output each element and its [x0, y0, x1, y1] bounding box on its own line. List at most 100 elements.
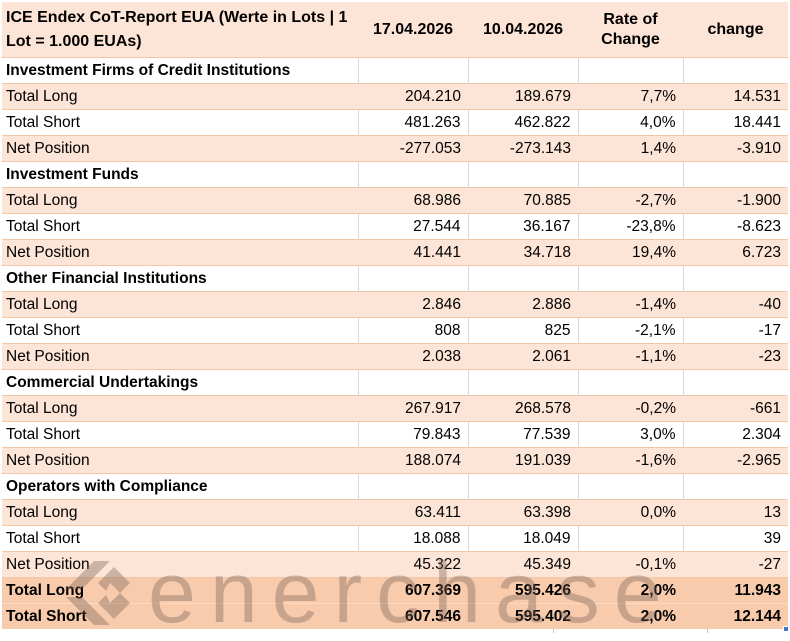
cell-current: 607.546	[358, 603, 468, 629]
cell-previous: 2.061	[468, 343, 578, 370]
cell-rate-of-change: -2,7%	[578, 187, 683, 214]
cell-label: Operators with Compliance	[2, 473, 358, 500]
cell-previous	[467, 265, 578, 292]
cell-change: -1.900	[683, 187, 788, 214]
cell-previous: 189.679	[468, 83, 578, 110]
cell-change: -17	[682, 317, 788, 344]
cell-current: 18.088	[357, 525, 468, 552]
cell-rate-of-change: -1,6%	[578, 447, 683, 474]
cell-previous	[467, 57, 578, 84]
section-header-row: Operators with Compliance	[2, 473, 788, 500]
cell-current	[357, 161, 468, 188]
cell-rate-of-change: -1,1%	[578, 343, 683, 370]
cell-rate-of-change: -1,4%	[578, 291, 683, 318]
next-row-strip	[2, 629, 788, 633]
cell-current	[357, 265, 468, 292]
cell-rate-of-change: 1,4%	[578, 135, 683, 162]
cell-label: Net Position	[2, 135, 358, 162]
cell-change: -27	[683, 551, 788, 578]
cell-previous: 36.167	[467, 213, 578, 240]
cell-label: Total Short	[2, 525, 358, 552]
cot-report-table: ICE Endex CoT-Report EUA (Werte in Lots …	[2, 2, 788, 629]
cell-change	[682, 473, 788, 500]
col-header-date-current: 17.04.2026	[358, 2, 468, 58]
cell-label: Total Long	[2, 395, 358, 422]
data-row: Total Long 63.411 63.398 0,0% 13	[2, 499, 788, 526]
cell-rate-of-change: 3,0%	[577, 421, 683, 448]
cell-current	[357, 57, 468, 84]
cell-rate-of-change: -23,8%	[577, 213, 683, 240]
totals-row: Total Short 607.546 595.402 2,0% 12.144	[2, 603, 788, 629]
cell-current	[357, 473, 468, 500]
col-header-rate-of-change: Rate of Change	[578, 2, 683, 58]
data-row: Net Position 41.441 34.718 19,4% 6.723	[2, 239, 788, 266]
cell-previous	[467, 473, 578, 500]
fill-handle[interactable]	[783, 626, 789, 632]
cell-rate-of-change: 4,0%	[577, 109, 683, 136]
gridline-tick	[553, 629, 554, 633]
cell-previous: 595.402	[468, 603, 578, 629]
cell-label: Investment Firms of Credit Institutions	[2, 57, 358, 84]
cell-current: 2.038	[358, 343, 468, 370]
cell-change: 18.441	[682, 109, 788, 136]
cell-previous: 70.885	[468, 187, 578, 214]
section-header-row: Investment Funds	[2, 161, 788, 188]
data-row: Total Long 68.986 70.885 -2,7% -1.900	[2, 187, 788, 214]
cell-change: -8.623	[682, 213, 788, 240]
cell-label: Net Position	[2, 551, 358, 578]
cell-current: -277.053	[358, 135, 468, 162]
cell-label: Total Long	[2, 187, 358, 214]
data-row: Total Short 27.544 36.167 -23,8% -8.623	[2, 213, 788, 240]
data-row: Net Position 2.038 2.061 -1,1% -23	[2, 343, 788, 370]
cell-label: Total Long	[2, 291, 358, 318]
cell-rate-of-change: -0,1%	[578, 551, 683, 578]
cell-change	[682, 161, 788, 188]
cell-change: 13	[683, 499, 788, 526]
cell-rate-of-change	[577, 265, 683, 292]
cell-rate-of-change: 0,0%	[578, 499, 683, 526]
cell-previous: 77.539	[467, 421, 578, 448]
cell-change: -661	[683, 395, 788, 422]
data-row: Net Position 45.322 45.349 -0,1% -27	[2, 551, 788, 578]
cell-current: 27.544	[357, 213, 468, 240]
cell-change: 12.144	[683, 603, 788, 629]
cell-rate-of-change: -0,2%	[578, 395, 683, 422]
cell-label: Total Short	[2, 603, 358, 629]
data-row: Total Long 204.210 189.679 7,7% 14.531	[2, 83, 788, 110]
header-row: ICE Endex CoT-Report EUA (Werte in Lots …	[2, 2, 788, 58]
cell-change: 2.304	[682, 421, 788, 448]
cell-label: Total Long	[2, 83, 358, 110]
cell-change: 39	[682, 525, 788, 552]
cell-previous	[467, 369, 578, 396]
cell-current: 41.441	[358, 239, 468, 266]
cell-previous: 45.349	[468, 551, 578, 578]
cell-change	[682, 265, 788, 292]
col-header-change: change	[683, 2, 788, 58]
cell-label: Commercial Undertakings	[2, 369, 358, 396]
section-header-row: Commercial Undertakings	[2, 369, 788, 396]
cell-rate-of-change: 2,0%	[578, 603, 683, 629]
cell-previous: 2.886	[468, 291, 578, 318]
cell-label: Total Short	[2, 421, 358, 448]
cell-previous: 595.426	[468, 577, 578, 604]
report-title: ICE Endex CoT-Report EUA (Werte in Lots …	[2, 2, 358, 58]
section-header-row: Investment Firms of Credit Institutions	[2, 57, 788, 84]
cell-label: Total Long	[2, 499, 358, 526]
cell-label: Total Short	[2, 317, 358, 344]
cell-previous: 825	[467, 317, 578, 344]
cell-previous: 63.398	[468, 499, 578, 526]
cell-current: 45.322	[358, 551, 468, 578]
cell-rate-of-change: 2,0%	[578, 577, 683, 604]
cell-current: 204.210	[358, 83, 468, 110]
cell-rate-of-change: 7,7%	[578, 83, 683, 110]
cell-current: 188.074	[358, 447, 468, 474]
cell-label: Net Position	[2, 343, 358, 370]
data-row: Total Short 481.263 462.822 4,0% 18.441	[2, 109, 788, 136]
cell-current: 808	[357, 317, 468, 344]
cell-rate-of-change	[577, 525, 683, 552]
cell-previous: 462.822	[467, 109, 578, 136]
section-header-row: Other Financial Institutions	[2, 265, 788, 292]
data-row: Total Short 808 825 -2,1% -17	[2, 317, 788, 344]
cell-label: Other Financial Institutions	[2, 265, 358, 292]
cell-label: Total Short	[2, 213, 358, 240]
